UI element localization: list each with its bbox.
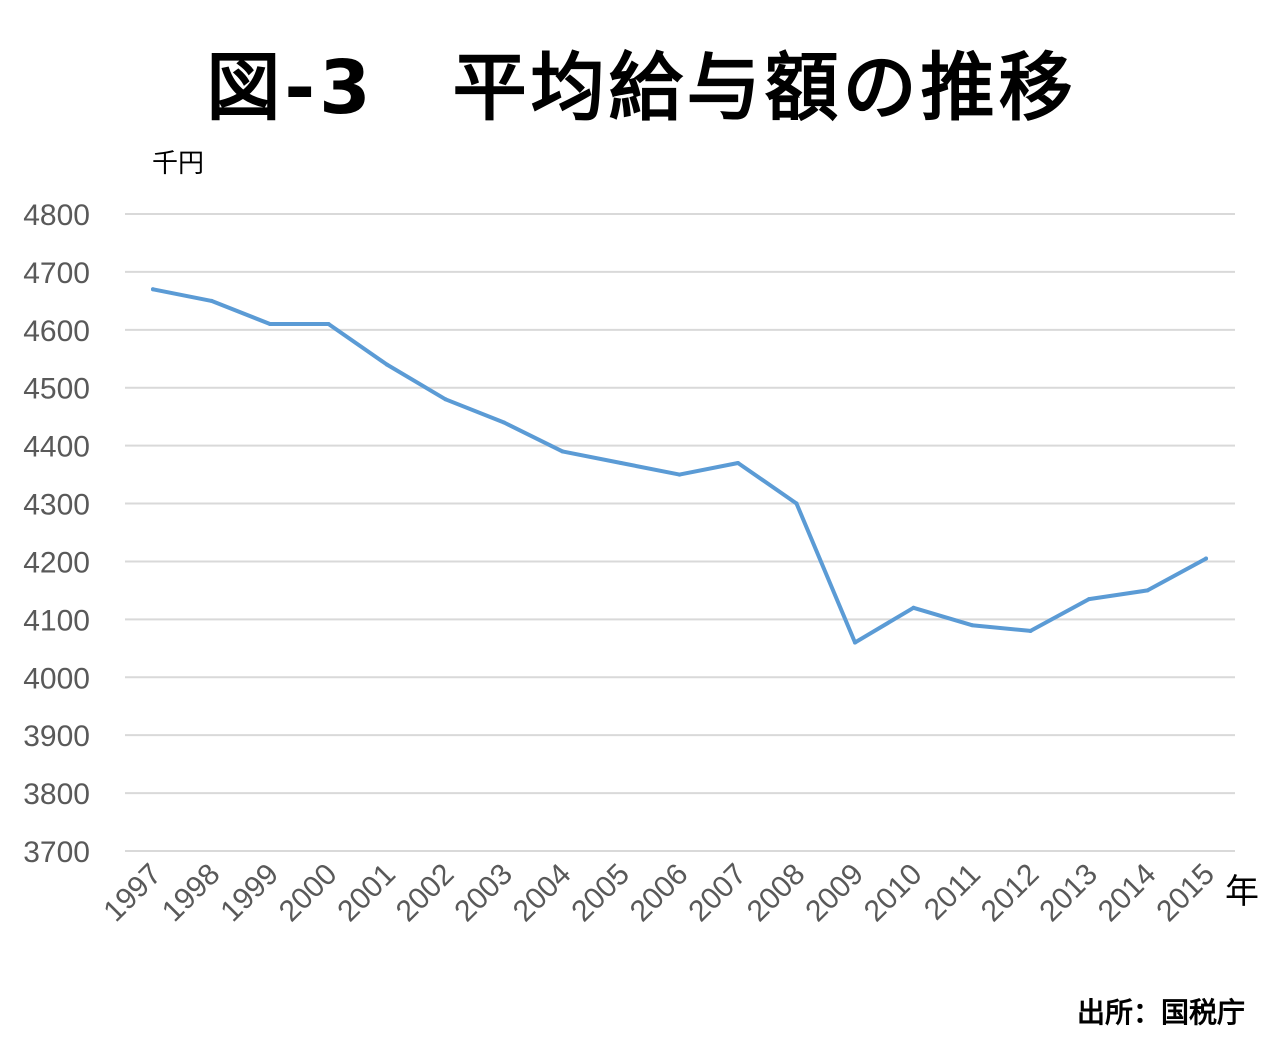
x-tick-label-2008: 2008 (741, 858, 812, 929)
data-point-2009 (853, 640, 857, 645)
data-point-1999 (268, 322, 272, 327)
y-tick-label-4300: 4300 (23, 489, 90, 522)
gridlines (125, 213, 1235, 852)
x-tick-label-2009: 2009 (799, 858, 870, 929)
data-point-1997 (151, 287, 155, 292)
x-tick-label-2005: 2005 (565, 858, 636, 929)
data-point-2006 (677, 472, 682, 477)
data-point-2003 (502, 420, 506, 425)
y-tick-label-4600: 4600 (23, 315, 90, 348)
data-point-2012 (1028, 628, 1033, 633)
y-axis-ticks: 4800 4700 4600 4500 4400 4300 4200 4100 4000 3900… (23, 199, 90, 869)
data-point-2000 (326, 322, 331, 327)
data-point-2013 (1087, 597, 1091, 602)
y-tick-label-4700: 4700 (23, 257, 90, 290)
data-point-2005 (619, 461, 623, 466)
data-point-2007 (736, 461, 740, 466)
x-tick-label-2013: 2013 (1033, 858, 1104, 929)
x-axis-ticks: 1997199819992000200120022003200420052006… (97, 858, 1221, 929)
y-tick-label-4800: 4800 (23, 199, 90, 232)
x-tick-label-2015: 2015 (1150, 858, 1221, 929)
data-point-2010 (911, 605, 916, 610)
x-tick-label-2002: 2002 (390, 858, 461, 929)
y-tick-label-4100: 4100 (23, 604, 90, 637)
x-tick-label-1999: 1999 (214, 858, 285, 929)
y-tick-label-4000: 4000 (23, 662, 90, 695)
series-layer (151, 287, 1208, 645)
data-point-2014 (1145, 588, 1150, 593)
x-tick-label-2010: 2010 (858, 858, 929, 929)
x-tick-label-2014: 2014 (1092, 858, 1163, 929)
x-tick-label-1998: 1998 (156, 858, 227, 929)
x-tick-label-2000: 2000 (273, 858, 344, 929)
y-tick-label-4400: 4400 (23, 431, 90, 464)
y-tick-label-4200: 4200 (23, 546, 90, 579)
x-tick-label-2001: 2001 (331, 858, 402, 929)
data-point-2015 (1204, 556, 1208, 561)
chart-title: 図-3 平均給与額の推移 (206, 45, 1077, 131)
x-tick-label-2007: 2007 (682, 858, 753, 929)
data-point-2011 (970, 623, 974, 628)
y-tick-label-3800: 3800 (23, 778, 90, 811)
source-note: 出所：国税庁 (1077, 996, 1245, 1029)
data-point-2002 (443, 397, 448, 402)
x-tick-label-1997: 1997 (97, 858, 168, 929)
x-tick-label-2004: 2004 (507, 858, 578, 929)
data-point-1998 (209, 298, 214, 303)
x-axis-unit-label: 年 (1225, 872, 1259, 912)
data-point-2001 (385, 362, 389, 367)
y-tick-label-4500: 4500 (23, 373, 90, 406)
data-point-2008 (794, 501, 799, 506)
y-tick-label-3700: 3700 (23, 836, 90, 869)
data-point-2004 (560, 449, 565, 454)
y-tick-label-3900: 3900 (23, 720, 90, 753)
series-line-0 (151, 287, 1208, 645)
x-tick-label-2011: 2011 (918, 858, 987, 927)
x-tick-label-2012: 2012 (975, 858, 1046, 929)
y-axis-unit-label: 千円 (152, 149, 204, 179)
x-tick-label-2003: 2003 (448, 858, 519, 929)
x-tick-label-2006: 2006 (624, 858, 695, 929)
